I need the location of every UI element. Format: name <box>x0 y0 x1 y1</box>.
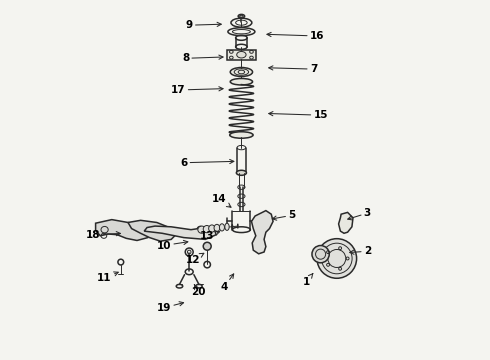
Text: 7: 7 <box>269 64 317 74</box>
Ellipse shape <box>312 246 329 263</box>
Polygon shape <box>144 226 216 239</box>
Ellipse shape <box>230 68 252 77</box>
Text: 10: 10 <box>157 240 188 251</box>
Ellipse shape <box>237 51 246 58</box>
Text: 13: 13 <box>200 231 220 241</box>
Text: 16: 16 <box>267 31 324 41</box>
Ellipse shape <box>230 132 253 138</box>
Text: 19: 19 <box>157 302 184 313</box>
Text: 8: 8 <box>182 53 223 63</box>
Text: 4: 4 <box>220 274 234 292</box>
Text: 1: 1 <box>303 274 313 287</box>
Text: 5: 5 <box>272 210 295 220</box>
Ellipse shape <box>209 225 215 232</box>
Text: 17: 17 <box>171 85 223 95</box>
Ellipse shape <box>214 224 220 231</box>
Text: 9: 9 <box>186 20 221 30</box>
Ellipse shape <box>230 78 252 85</box>
Text: 3: 3 <box>348 208 371 220</box>
Ellipse shape <box>203 242 211 250</box>
Bar <box>227 50 256 60</box>
Ellipse shape <box>236 170 246 175</box>
Polygon shape <box>128 220 176 241</box>
Ellipse shape <box>198 226 206 233</box>
Text: 12: 12 <box>186 253 204 265</box>
Ellipse shape <box>220 224 224 231</box>
Text: 14: 14 <box>212 194 231 207</box>
Text: 6: 6 <box>180 158 234 168</box>
Polygon shape <box>339 212 353 233</box>
Text: 11: 11 <box>98 272 118 283</box>
Text: 15: 15 <box>269 110 328 120</box>
Text: 20: 20 <box>191 284 205 297</box>
Polygon shape <box>251 211 273 254</box>
Ellipse shape <box>317 239 357 278</box>
Ellipse shape <box>203 225 210 233</box>
Polygon shape <box>96 220 149 240</box>
Ellipse shape <box>225 223 229 230</box>
Text: 18: 18 <box>86 230 121 240</box>
Text: 2: 2 <box>350 246 371 256</box>
